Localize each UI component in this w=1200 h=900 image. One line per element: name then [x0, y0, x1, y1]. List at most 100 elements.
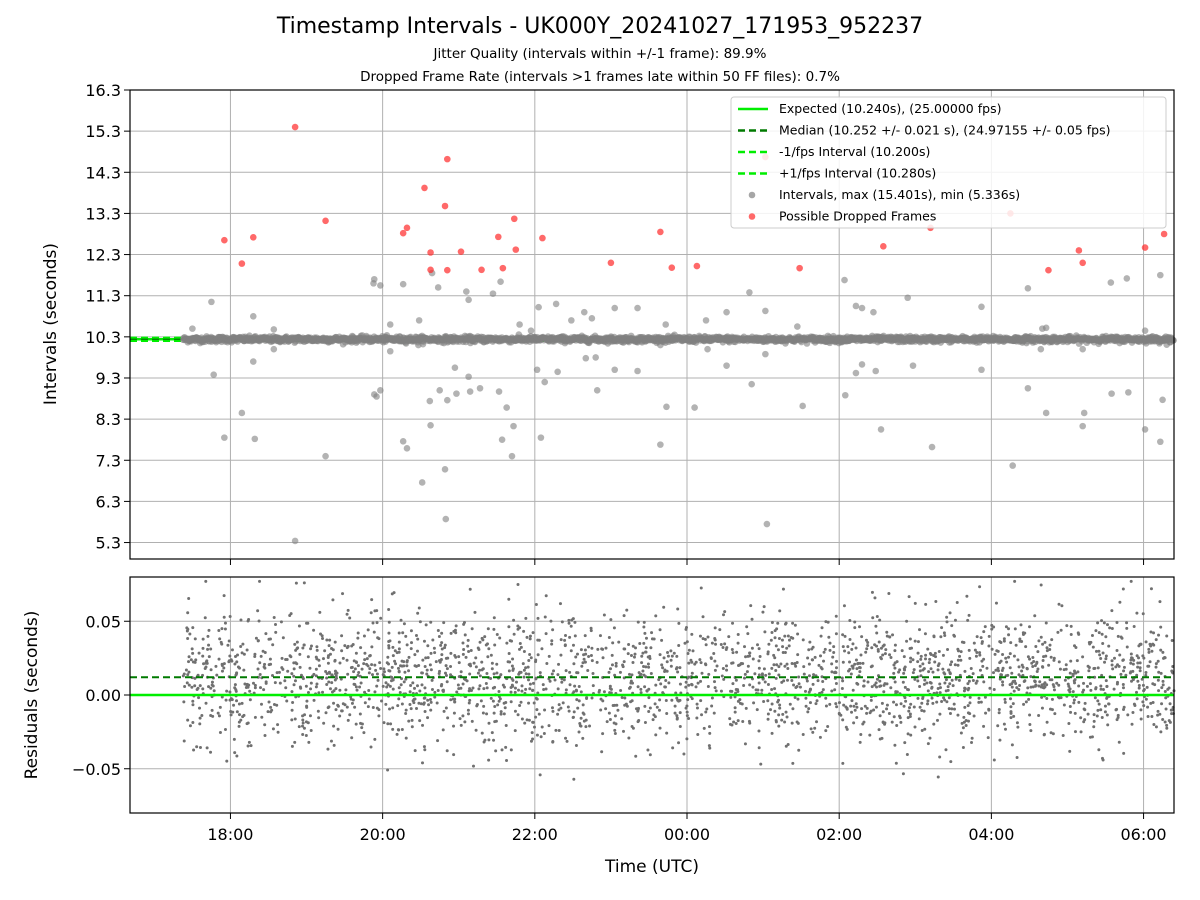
residual-point — [854, 646, 858, 650]
legend-marker — [748, 213, 756, 220]
residual-point — [674, 667, 678, 671]
residual-point — [556, 673, 560, 677]
residual-point — [1079, 716, 1083, 720]
residual-point — [598, 634, 602, 638]
residual-point — [975, 679, 979, 683]
residual-point — [665, 660, 669, 664]
residual-point — [511, 684, 515, 688]
residual-point — [875, 677, 879, 681]
residual-point — [425, 668, 429, 672]
residual-point — [882, 690, 886, 694]
residual-point — [453, 700, 457, 704]
residual-point — [1121, 686, 1125, 690]
residual-point — [253, 654, 257, 658]
residual-point — [911, 658, 915, 662]
residual-point — [631, 660, 635, 664]
residual-point — [824, 729, 828, 733]
residual-point — [572, 690, 576, 694]
residual-point — [670, 698, 674, 702]
residual-point — [1069, 659, 1073, 663]
residual-point — [783, 634, 787, 638]
residual-point — [350, 736, 354, 740]
residual-point — [453, 653, 457, 657]
residual-point — [595, 660, 599, 664]
residual-point — [774, 676, 778, 680]
residual-point — [547, 654, 551, 658]
interval-point — [552, 300, 560, 308]
residual-point — [1017, 688, 1021, 692]
residual-point — [990, 647, 994, 651]
residual-point — [675, 714, 679, 718]
residual-point — [469, 688, 473, 692]
interval-point — [508, 452, 516, 460]
residual-point — [892, 700, 896, 704]
residual-point — [981, 664, 985, 668]
residual-point — [248, 698, 252, 702]
residual-point — [444, 664, 448, 668]
interval-point — [1037, 345, 1045, 353]
residual-point — [942, 671, 946, 675]
residual-point — [950, 624, 954, 628]
residual-point — [675, 716, 679, 720]
residual-point — [996, 649, 1000, 653]
residual-point — [690, 671, 694, 675]
residual-point — [264, 632, 268, 636]
residual-point — [927, 670, 931, 674]
residual-point — [580, 664, 584, 668]
residual-point — [1045, 696, 1049, 700]
residual-point — [996, 724, 1000, 728]
residual-point — [623, 703, 627, 707]
residual-point — [978, 653, 982, 657]
residual-point — [439, 658, 443, 662]
interval-point — [580, 308, 588, 316]
residual-point — [921, 696, 925, 700]
residual-point — [902, 704, 906, 708]
residual-point — [1132, 702, 1136, 706]
residual-point — [820, 690, 824, 694]
residual-point — [623, 696, 627, 700]
residual-point — [720, 674, 724, 678]
residual-point — [879, 655, 883, 659]
residual-point — [906, 716, 910, 720]
residual-point — [326, 747, 330, 751]
interval-point — [852, 369, 860, 377]
residual-point — [866, 680, 870, 684]
residual-point — [317, 664, 321, 668]
residual-point — [486, 655, 490, 659]
residual-point — [290, 744, 294, 748]
residual-point — [708, 746, 712, 750]
residual-point — [201, 637, 205, 641]
residual-point — [830, 662, 834, 666]
residual-point — [329, 739, 333, 743]
residual-point — [422, 701, 426, 705]
residual-point — [1044, 621, 1048, 625]
residual-point — [461, 652, 465, 656]
residual-point — [1170, 712, 1174, 716]
residual-point — [597, 690, 601, 694]
residual-point — [791, 621, 795, 625]
residual-point — [777, 698, 781, 702]
residual-point — [228, 654, 232, 658]
residual-point — [476, 671, 480, 675]
residual-point — [391, 687, 395, 691]
residual-point — [1097, 702, 1101, 706]
residual-point — [232, 703, 236, 707]
residual-point — [919, 657, 923, 661]
residual-point — [502, 712, 506, 716]
residual-point — [500, 748, 504, 752]
residual-point — [946, 685, 950, 689]
residual-point — [1139, 717, 1143, 721]
residual-point — [1095, 714, 1099, 718]
residual-point — [855, 716, 859, 720]
residual-point — [480, 731, 484, 735]
residual-point — [204, 661, 208, 665]
residual-point — [821, 688, 825, 692]
residual-point — [421, 723, 425, 727]
residual-point — [418, 620, 422, 624]
residual-point — [982, 657, 986, 661]
dropped-frame-point — [478, 266, 485, 274]
residual-point — [191, 626, 195, 630]
residual-point — [233, 683, 237, 687]
residual-point — [640, 654, 644, 658]
residual-point — [1141, 612, 1145, 616]
